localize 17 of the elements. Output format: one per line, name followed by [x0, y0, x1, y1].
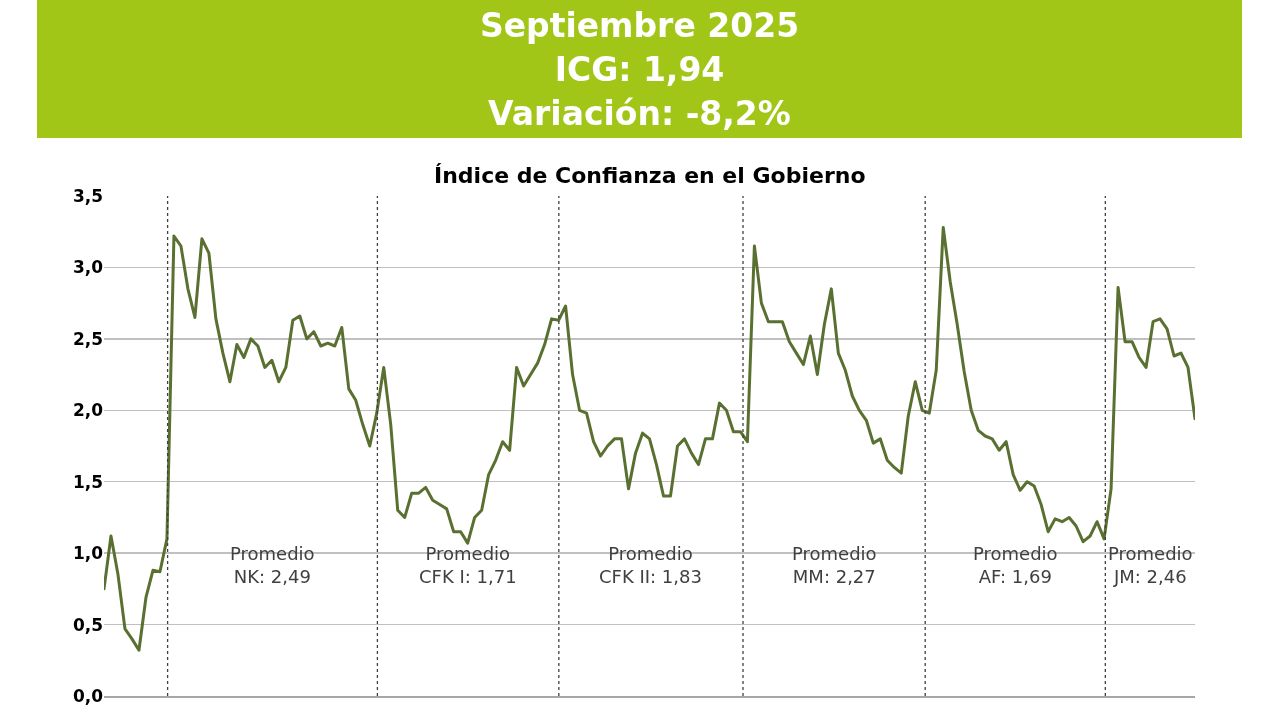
y-tick-label: 3,5 [72, 185, 103, 206]
y-tick-label: 1,5 [72, 471, 103, 492]
annotation: Promedio JM: 2,46 [1108, 543, 1193, 588]
y-tick-label: 2,0 [72, 400, 104, 421]
annotation: Promedio NK: 2,49 [230, 543, 315, 588]
annotation: Promedio CFK I: 1,71 [419, 543, 517, 588]
y-tick-label: 1,0 [72, 543, 104, 564]
y-tick-label: 2,5 [72, 328, 103, 349]
annotation: Promedio CFK II: 1,83 [599, 543, 702, 588]
y-tick-label: 3,0 [72, 257, 104, 278]
annotation: Promedio MM: 2,27 [792, 543, 877, 588]
chart-subtitle: Septiembre 2025 ICG: 1,94 Variación: -8,2% [478, 5, 801, 135]
line-series [104, 225, 1195, 652]
y-tick-label: 0,5 [72, 614, 103, 635]
y-tick-label: 0,0 [72, 685, 104, 706]
annotation: Promedio AF: 1,69 [973, 543, 1058, 588]
chart-title: Índice de Confianza en el Gobierno [434, 163, 866, 188]
